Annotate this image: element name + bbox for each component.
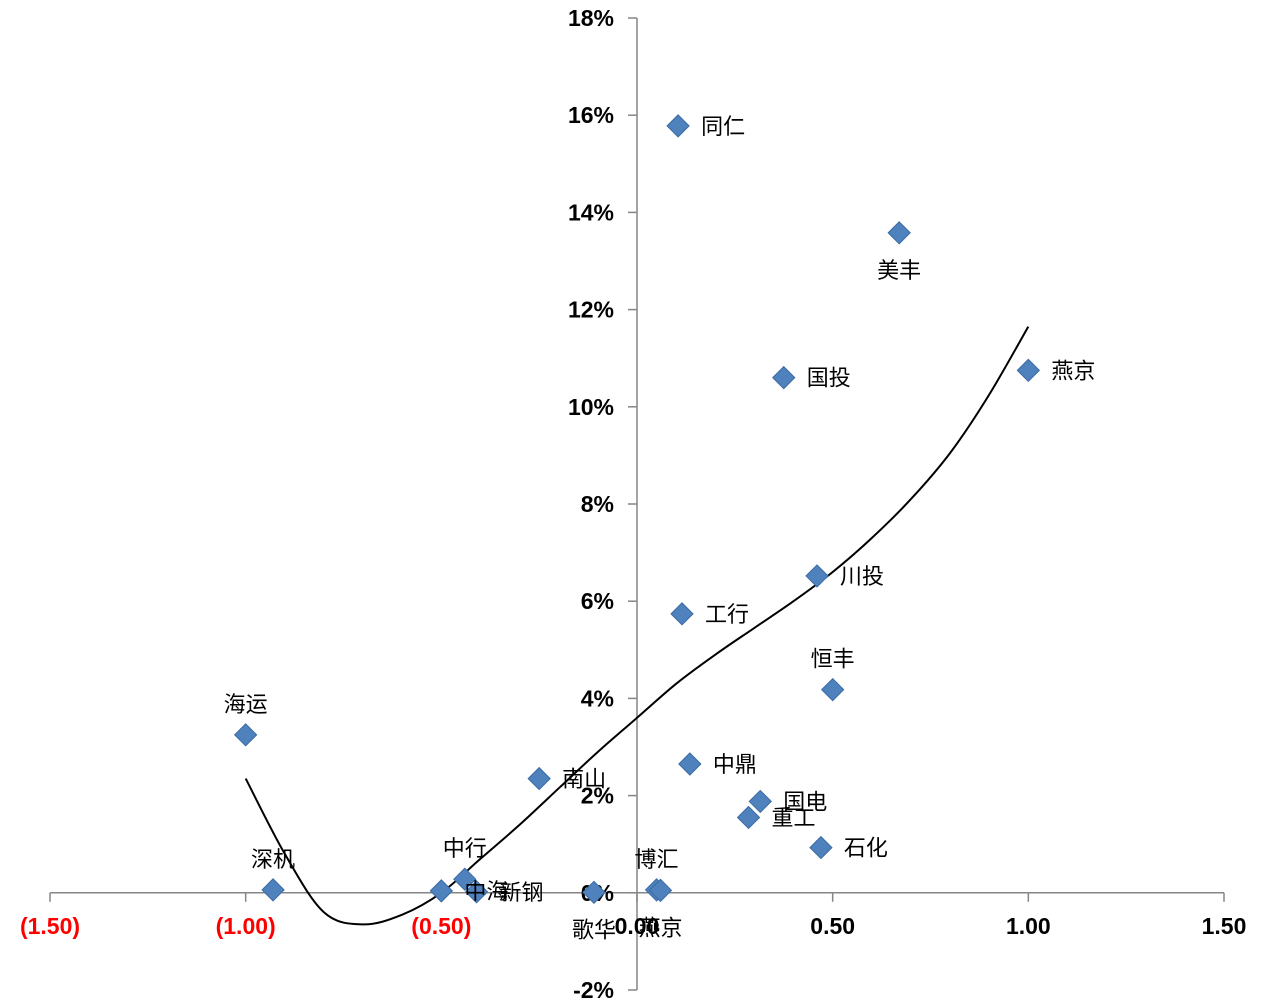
data-point-marker [809, 835, 833, 860]
data-point-marker [453, 867, 477, 891]
data-point-marker [666, 114, 690, 138]
data-point-marker [887, 221, 911, 245]
data-point-label: 中海 [464, 880, 508, 905]
data-point-marker [805, 564, 829, 588]
data-point-label: 美丰 [877, 259, 921, 284]
trendline-layer [244, 326, 1030, 926]
data-point-label: 新钢 [500, 881, 544, 906]
data-point-marker [820, 677, 845, 702]
y-tick-label: 2% [581, 783, 614, 809]
data-point-label: 川投 [840, 565, 884, 590]
y-tick-label: 8% [581, 491, 614, 517]
data-point-marker [582, 880, 606, 905]
x-tick-label: (0.50) [411, 913, 471, 939]
y-tick-label: -2% [573, 977, 614, 1003]
data-point-label: 同仁 [701, 115, 745, 140]
x-tick-label: 1.00 [1006, 913, 1051, 939]
data-point-label: 中鼎 [713, 753, 757, 778]
data-point-marker [527, 766, 551, 791]
data-point-marker [748, 789, 772, 814]
data-point-label: 歌华 [572, 918, 616, 943]
x-tick-label: 0.00 [615, 913, 660, 939]
data-point-marker [233, 723, 258, 747]
x-tick-label: 0.50 [810, 913, 855, 939]
data-point-label: 燕京 [638, 916, 682, 941]
y-tick-label: 16% [568, 102, 614, 128]
data-point-label: 国投 [807, 367, 851, 392]
data-point-marker [429, 879, 454, 903]
y-tick-label: 12% [568, 297, 614, 323]
data-point-label: 博汇 [635, 848, 679, 873]
y-tick-label: 14% [568, 199, 614, 225]
data-point-label: 中行 [443, 837, 487, 862]
data-point-label: 恒丰 [811, 648, 855, 673]
data-point-label: 工行 [705, 603, 749, 628]
y-tick-label: 10% [568, 394, 614, 420]
data-point-marker [464, 880, 489, 904]
tick-labels: (1.50)(1.00)(0.50)0.000.501.001.50-2%0%2… [20, 5, 1246, 1003]
data-point-marker [648, 878, 673, 903]
data-point-label: 重工 [772, 806, 816, 831]
data-point-label: 深机 [251, 848, 295, 873]
y-tick-label: 18% [568, 5, 614, 31]
axes [49, 17, 1225, 991]
data-point-marker [678, 752, 702, 776]
y-tick-label: 6% [581, 588, 614, 614]
data-point-label: 南山 [562, 768, 606, 793]
x-tick-label: (1.00) [216, 913, 276, 939]
data-point-marker [772, 365, 796, 390]
y-tick-label: 4% [581, 685, 614, 711]
data-point-label: 国电 [783, 790, 827, 815]
data-point-marker [1016, 358, 1041, 383]
points-layer [233, 114, 1041, 905]
data-point-marker [736, 805, 761, 830]
data-point-label: 海运 [224, 693, 268, 718]
data-point-marker [261, 878, 285, 902]
data-point-label: 燕京 [1051, 359, 1095, 384]
trendline [244, 326, 1030, 926]
x-tick-label: 1.50 [1202, 913, 1247, 939]
x-tick-label: (1.50) [20, 913, 80, 939]
data-point-marker [670, 602, 694, 626]
data-point-label: 石化 [844, 837, 888, 862]
